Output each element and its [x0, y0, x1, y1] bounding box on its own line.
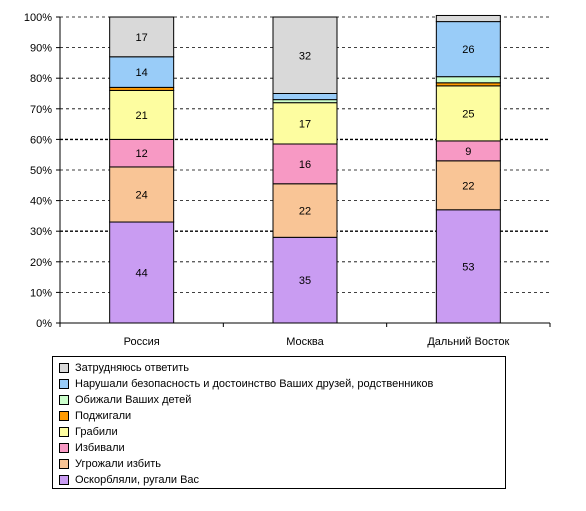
data-label: 32 — [299, 50, 311, 62]
y-tick-label: 90% — [30, 43, 52, 55]
legend-swatch — [59, 363, 69, 373]
bar-segment — [435, 76, 501, 84]
x-axis: Россия Москва Дальний Восток — [59, 322, 551, 348]
data-label: 24 — [136, 189, 148, 201]
y-tick-label: 100% — [24, 12, 52, 24]
bar-segment — [435, 21, 501, 78]
bars: 44 24 12 21 14 17 35 22 16 17 32 53 22 9 25 26 — [109, 14, 501, 324]
y-tick-label: 50% — [30, 165, 52, 177]
data-label: 25 — [462, 108, 474, 120]
data-label: 35 — [299, 275, 311, 287]
y-tick-label: 10% — [30, 287, 52, 299]
legend-label: Оскорбляли, ругали Вас — [75, 474, 200, 486]
data-label: 22 — [462, 180, 474, 192]
data-label: 17 — [136, 32, 148, 44]
y-tick-label: 60% — [30, 134, 52, 146]
legend-item: Оскорбляли, ругали Вас — [59, 472, 199, 488]
x-category-label: Дальний Восток — [427, 336, 509, 348]
stacked-bar-chart: 0% 10% 20% 30% 40% 50% 60% 70% 80% 90% 100% 44 24 12… — [24, 12, 551, 348]
legend: Затрудняюсь ответить Нарушали безопасност… — [52, 356, 506, 489]
data-label: 21 — [136, 110, 148, 122]
legend-swatch — [59, 459, 69, 469]
legend-label: Поджигали — [75, 410, 132, 422]
bar-segment — [272, 93, 338, 101]
data-label: 22 — [299, 206, 311, 218]
bar-segment — [109, 89, 175, 140]
data-label: 44 — [136, 268, 148, 280]
bar-segment — [435, 85, 501, 142]
legend-label: Избивали — [75, 442, 125, 454]
y-axis: 0% 10% 20% 30% 40% 50% 60% 70% 80% 90% 100% — [24, 12, 61, 330]
y-tick-label: 20% — [30, 257, 52, 269]
bar-segment — [435, 14, 501, 23]
legend-swatch — [59, 411, 69, 421]
bar-segment — [272, 236, 338, 324]
legend-swatch — [59, 475, 69, 485]
x-category-label: Москва — [286, 336, 324, 348]
data-label: 9 — [465, 146, 471, 158]
bar-segment — [272, 183, 338, 238]
legend-item: Избивали — [59, 440, 125, 456]
legend-swatch — [59, 379, 69, 389]
data-label: 17 — [299, 118, 311, 130]
legend-label: Угрожали избить — [75, 458, 161, 470]
legend-label: Грабили — [75, 426, 118, 438]
legend-label: Обижали Ваших детей — [75, 394, 192, 406]
legend-swatch — [59, 443, 69, 453]
legend-item: Обижали Ваших детей — [59, 392, 191, 408]
legend-label: Затрудняюсь ответить — [75, 362, 190, 374]
bar-segment — [109, 138, 175, 168]
y-tick-label: 70% — [30, 104, 52, 116]
legend-swatch — [59, 427, 69, 437]
legend-item: Затрудняюсь ответить — [59, 360, 189, 376]
legend-item: Грабили — [59, 424, 118, 440]
legend-item: Нарушали безопасность и достоинство Ваши… — [59, 376, 433, 392]
legend-label: Нарушали безопасность и достоинство Ваши… — [75, 378, 434, 390]
data-label: 12 — [136, 148, 148, 160]
data-label: 16 — [299, 159, 311, 171]
bar-segment — [109, 16, 175, 58]
bar-segment — [272, 16, 338, 94]
x-category-label: Россия — [124, 336, 160, 348]
bar-segment — [109, 166, 175, 223]
y-tick-label: 30% — [30, 226, 52, 238]
bar-segment — [435, 209, 501, 324]
legend-item: Угрожали избить — [59, 456, 161, 472]
data-label: 14 — [136, 67, 148, 79]
y-tick-label: 0% — [36, 318, 52, 330]
legend-swatch — [59, 395, 69, 405]
bar-segment — [272, 102, 338, 145]
data-label: 53 — [462, 261, 474, 273]
bar-segment — [435, 160, 501, 211]
legend-item: Поджигали — [59, 408, 131, 424]
y-tick-label: 80% — [30, 73, 52, 85]
data-label: 26 — [462, 44, 474, 56]
y-tick-label: 40% — [30, 196, 52, 208]
